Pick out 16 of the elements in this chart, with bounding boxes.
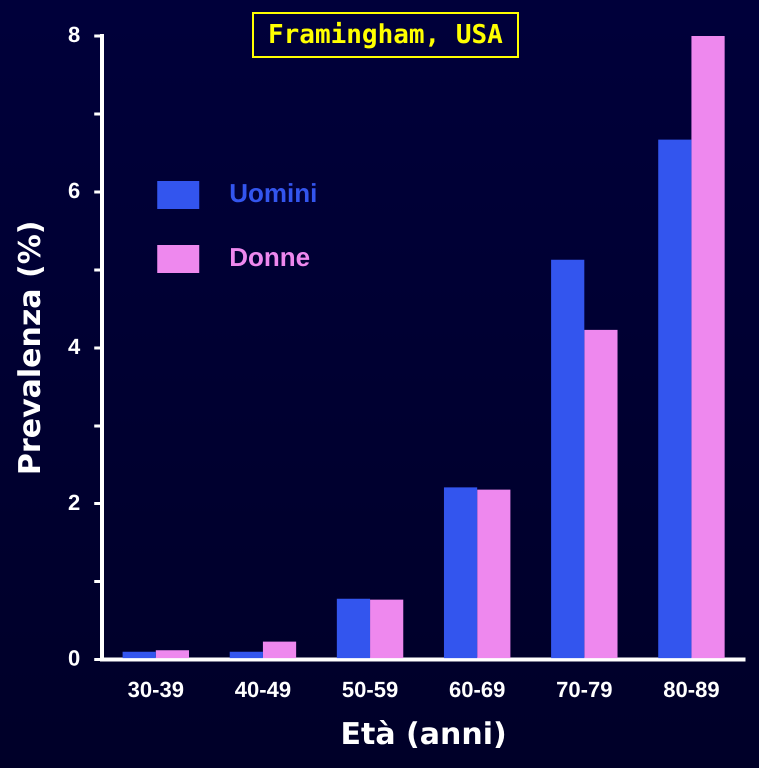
x-tick-label: 60-69 xyxy=(449,676,506,702)
x-tick-label: 40-49 xyxy=(234,676,292,702)
chart-title: Framingham, USA xyxy=(252,12,519,58)
x-tick-label: 70-79 xyxy=(556,676,612,702)
y-tick-label: 2 xyxy=(68,490,80,515)
y-tick-label: 0 xyxy=(68,646,80,671)
x-tick-label: 80-89 xyxy=(663,676,720,702)
y-tick-label: 4 xyxy=(68,334,81,359)
x-axis-title: Età (anni) xyxy=(340,716,507,752)
y-tick-label: 6 xyxy=(68,178,80,203)
x-tick-label: 50-59 xyxy=(342,676,398,702)
legend-label: Uomini xyxy=(229,178,318,208)
y-tick-label: 8 xyxy=(68,22,80,48)
legend-label: Donne xyxy=(229,242,310,272)
x-tick-label: 30-39 xyxy=(128,676,184,702)
y-axis-title: Prevalenza (%) xyxy=(12,220,48,476)
